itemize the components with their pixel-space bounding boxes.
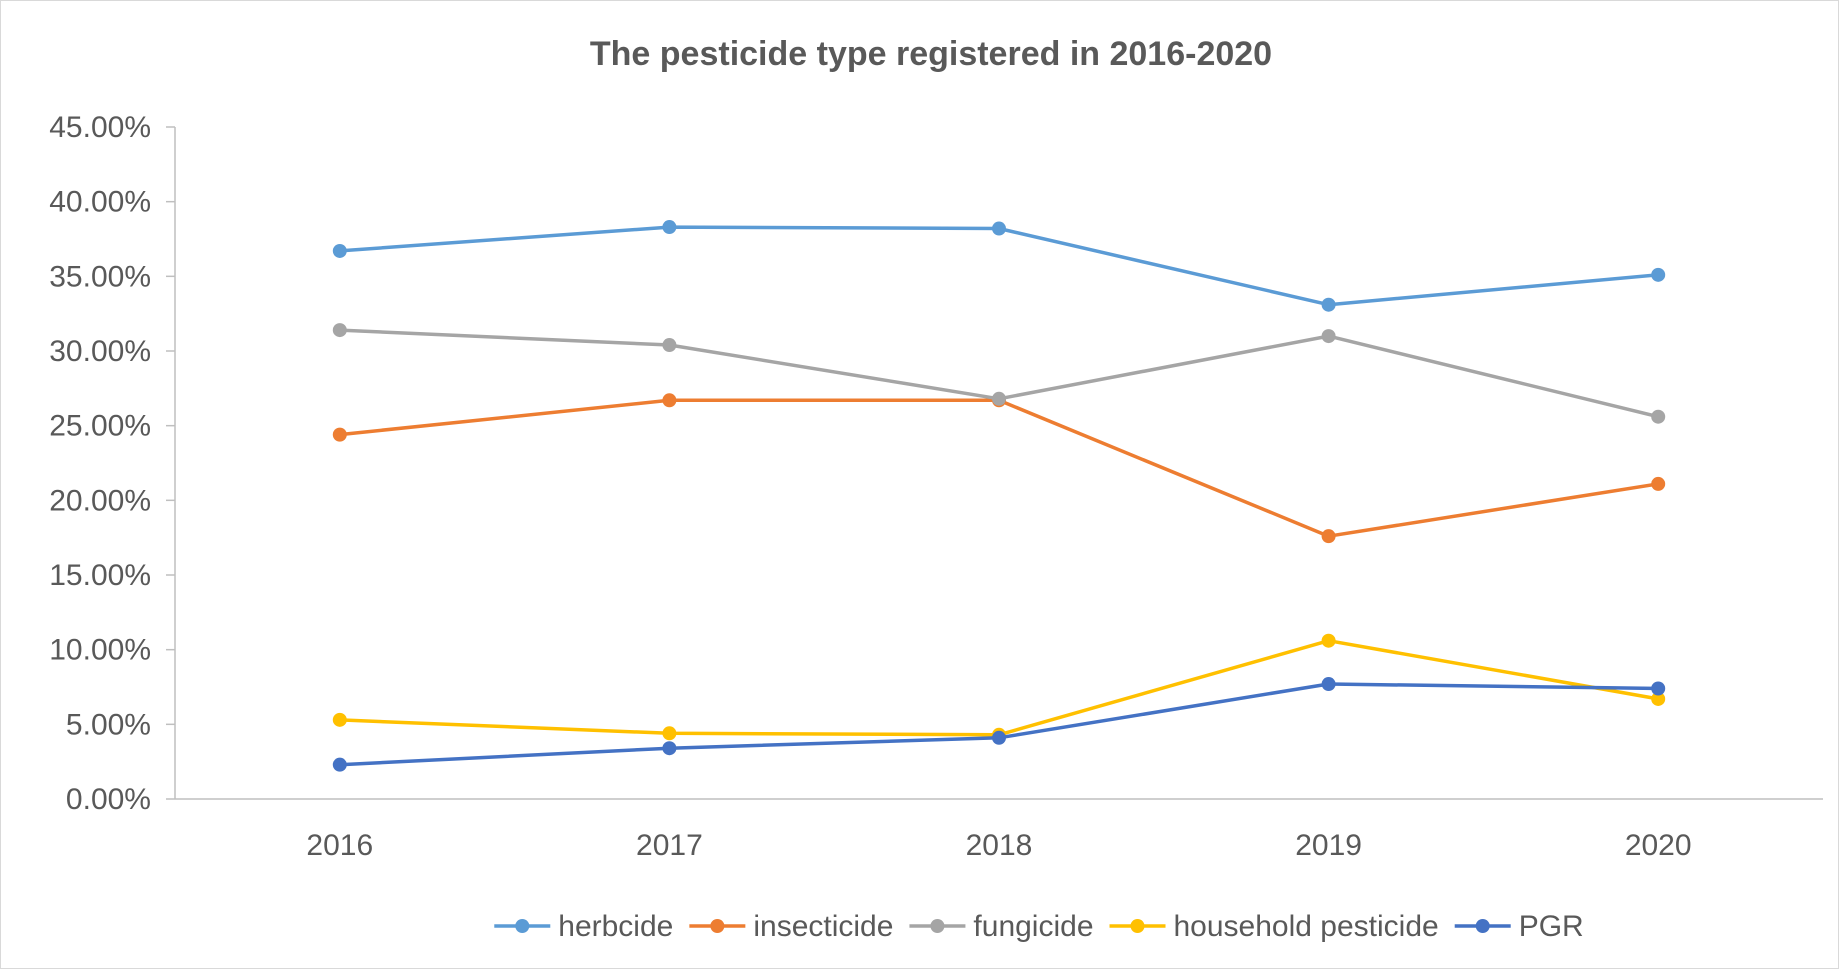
y-tick-label: 5.00%: [66, 708, 151, 741]
data-point: [992, 221, 1006, 236]
data-point: [332, 757, 347, 772]
data-point: [662, 741, 677, 756]
series-insecticide: [332, 393, 1666, 544]
data-point: [1651, 691, 1666, 706]
data-point: [662, 338, 677, 353]
data-point: [1651, 681, 1666, 696]
legend-marker: [930, 919, 945, 933]
data-point: [332, 323, 347, 338]
chart-title: The pesticide type registered in 2016-20…: [590, 35, 1272, 73]
data-point: [1321, 677, 1336, 692]
series-herbcide: [332, 220, 1666, 312]
data-point: [662, 220, 677, 235]
y-tick-label: 25.00%: [49, 410, 151, 443]
y-tick-label: 40.00%: [49, 186, 151, 219]
data-point: [1651, 409, 1666, 424]
data-point: [1651, 476, 1666, 491]
data-point: [1321, 297, 1336, 312]
series-household-pesticide: [332, 633, 1666, 742]
legend-item: herbcide: [494, 910, 673, 943]
data-point: [992, 730, 1006, 745]
data-point: [662, 393, 677, 408]
y-tick-label: 35.00%: [49, 260, 151, 293]
legend-marker: [1130, 919, 1145, 933]
data-point: [992, 391, 1006, 406]
x-tick-label: 2017: [636, 829, 703, 862]
axes: 0.00% 5.00% 10.00% 15.00% 20.00% 25.00% 30.00%…: [49, 111, 1823, 862]
series-line: [338, 682, 1660, 767]
x-tick-label: 2018: [966, 829, 1033, 862]
data-point: [1651, 267, 1666, 282]
y-tick-label: 15.00%: [49, 559, 151, 592]
legend-label: fungicide: [973, 910, 1093, 943]
legend-marker: [1475, 919, 1490, 933]
data-point: [332, 243, 347, 258]
legend-label: household pesticide: [1174, 910, 1439, 943]
legend: herbcide insecticide fungicide household pe…: [494, 910, 1584, 943]
legend-item: household pesticide: [1109, 910, 1439, 943]
data-point: [1321, 329, 1336, 344]
legend-item: insecticide: [689, 910, 893, 943]
series-line: [338, 398, 1660, 538]
x-tick-label: 2020: [1625, 829, 1692, 862]
data-point: [1321, 529, 1336, 544]
legend-marker: [710, 919, 725, 933]
series-line: [338, 225, 1660, 307]
legend-item: fungicide: [909, 910, 1094, 943]
data-point: [662, 726, 677, 741]
legend-label: PGR: [1519, 910, 1584, 943]
legend-marker: [515, 919, 530, 933]
data-point: [1321, 633, 1336, 648]
y-tick-label: 20.00%: [49, 484, 151, 517]
series-pgr: [332, 677, 1666, 772]
data-point: [332, 427, 347, 442]
y-tick-label: 0.00%: [66, 783, 151, 816]
y-tick-label: 45.00%: [49, 111, 151, 144]
legend-item: PGR: [1454, 910, 1584, 943]
x-tick-label: 2016: [306, 829, 373, 862]
x-tick-label: 2019: [1295, 829, 1362, 862]
legend-label: herbcide: [558, 910, 673, 943]
series-fungicide: [332, 323, 1666, 424]
legend-label: insecticide: [753, 910, 893, 943]
series-layer: [332, 220, 1666, 772]
y-tick-label: 30.00%: [49, 335, 151, 368]
series-line: [338, 638, 1660, 737]
y-tick-label: 10.00%: [49, 634, 151, 667]
data-point: [332, 712, 347, 727]
